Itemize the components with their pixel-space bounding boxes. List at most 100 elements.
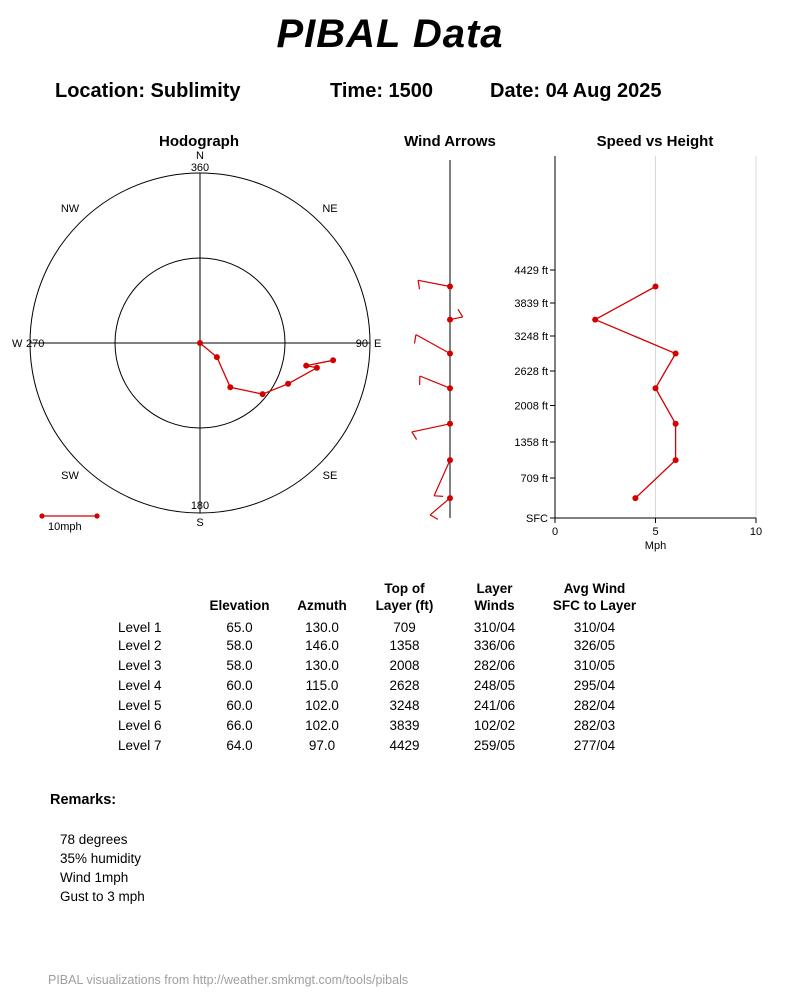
remark-item: 78 degrees [60,832,128,847]
compass-ne-label: NE [322,203,337,215]
cell-elevation: 60.0 [226,677,253,693]
compass-nw-label: NW [61,203,80,215]
cell-top-of-layer: 2628 [389,677,420,693]
hodograph-title: Hodograph [159,133,239,150]
levels-table: Elevation Azmuth Top of Layer (ft) Layer W… [112,580,652,755]
wind-barb-tick [417,280,421,290]
hodograph-data-point [227,384,234,391]
speed-profile-trace [592,283,679,502]
legend-scale-dot [94,513,100,519]
mph-tick-label: 0 [552,526,558,538]
hodograph-data-trace [197,340,337,398]
cell-layer-winds: 241/06 [473,697,516,713]
cell-azmuth: 102.0 [305,697,339,713]
legend-scale-dot [39,513,45,519]
speed-profile-line [593,285,677,499]
wind-barb-shaft [411,423,451,433]
wind-barb-station-dot [447,495,453,502]
table-header-row: Elevation Azmuth Top of Layer (ft) Layer W… [112,580,652,614]
cell-level-label: Level 7 [118,737,162,753]
speed-profile-point [672,457,679,464]
cell-level-label: Level 2 [118,637,162,653]
hodograph-data-point [313,364,320,371]
remarks-heading: Remarks: [50,792,117,808]
wind-barb-shaft [419,375,451,389]
cell-azmuth: 130.0 [305,657,339,673]
page-title: PIBAL Data [276,12,504,56]
speed-height-title: Speed vs Height [596,133,714,150]
speed-height-chart: 4429 ft 3839 ft 3248 ft 2628 ft 2008 ft … [514,156,762,552]
speed-profile-point [672,420,679,427]
hodograph-data-point [213,354,220,361]
column-header-elevation: Elevation [209,598,270,613]
cell-layer-winds: 310/04 [473,620,516,635]
cell-avg-wind: 295/04 [573,677,616,693]
height-tick-label: 2008 ft [514,401,548,413]
cell-avg-wind: 277/04 [573,737,616,753]
wind-barb-shaft [429,497,451,516]
cell-azmuth: 115.0 [305,677,339,693]
column-header-avg-wind: Avg Wind SFC to Layer [552,581,637,613]
wind-barb-station-dot [447,316,453,323]
hodograph-trace-line [199,342,334,395]
wind-barbs-group [411,279,464,520]
compass-270-label: 270 [26,338,44,350]
compass-360-label: 360 [191,162,209,174]
compass-n-label: N [196,150,204,162]
cell-level-label: Level 4 [118,677,162,693]
cell-avg-wind: 310/04 [573,620,616,635]
compass-e-label: E [374,338,381,350]
cell-level-label: Level 5 [118,697,162,713]
remarks-section: Remarks: 78 degrees 35% humidity Wind 1m… [50,792,145,906]
column-header-layer-winds: Layer Winds [474,581,515,613]
table-row: Level 6 66.0 102.0 3839 102/02 282/03 [112,715,652,735]
height-tick-label: 4429 ft [514,265,548,277]
height-tick-label: 3248 ft [514,331,548,343]
wind-arrows-title: Wind Arrows [404,133,496,150]
wind-barb-tick [411,431,418,440]
column-header-top-of-layer: Top of Layer (ft) [375,581,434,613]
cell-top-of-layer: 3839 [389,717,420,733]
compass-se-label: SE [323,470,338,482]
cell-elevation: 58.0 [226,657,253,673]
cell-layer-winds: 248/05 [473,677,516,693]
hodograph-scale-legend: 10mph [39,513,100,533]
wind-barb-tick [429,514,439,520]
mph-tick-label: 10 [750,526,762,538]
location-label: Location: Sublimity [55,80,241,102]
height-tick-label: 3839 ft [514,298,548,310]
height-tick-label: 1358 ft [514,437,548,449]
cell-level-label: Level 3 [118,657,162,673]
cell-avg-wind: 282/03 [573,717,616,733]
speed-profile-point [652,385,659,392]
height-tick-label: 2628 ft [514,366,548,378]
hodograph-data-point [285,380,292,387]
speed-profile-point [632,495,639,502]
wind-barb-shaft [415,334,451,355]
hodograph-data-point [303,362,310,369]
cell-elevation: 65.0 [226,620,253,635]
date-label: Date: 04 Aug 2025 [490,80,662,102]
table-row: Level 2 58.0 146.0 1358 336/06 326/05 [112,635,652,655]
mph-tick-label: 5 [652,526,658,538]
cell-layer-winds: 336/06 [473,637,516,653]
hodograph-chart: N 360 NW NE W 270 90 E SW SE 180 S 10mph [12,150,381,533]
column-header-azmuth: Azmuth [297,598,347,613]
compass-180-label: 180 [191,500,209,512]
table-row: Level 3 58.0 130.0 2008 282/06 310/05 [112,655,652,675]
speed-profile-point [672,350,679,357]
wind-barb-shaft [433,459,451,497]
cell-top-of-layer: 709 [393,620,416,635]
column-header-level [112,580,192,614]
speed-profile-point [652,283,659,290]
cell-layer-winds: 259/05 [473,737,516,753]
cell-level-label: Level 1 [118,620,162,635]
cell-top-of-layer: 2008 [389,657,420,673]
remark-item: Gust to 3 mph [60,889,145,904]
wind-barb-shaft [417,279,451,288]
wind-barb-station-dot [447,457,453,464]
wind-barb-station-dot [447,385,453,392]
cell-layer-winds: 102/02 [473,717,516,733]
remarks-list: 78 degrees 35% humidity Wind 1mph Gust t… [50,830,145,906]
